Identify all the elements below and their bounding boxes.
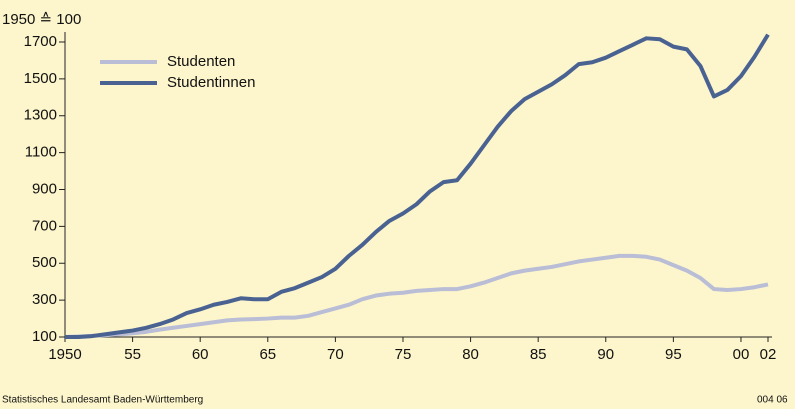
y-tick-label: 900 xyxy=(32,180,57,197)
x-tick-label: 65 xyxy=(259,346,276,363)
x-tick-label: 75 xyxy=(395,346,412,363)
line xyxy=(64,253,769,339)
y-tick-label: 1700 xyxy=(24,33,57,50)
y-tick-label: 1300 xyxy=(24,107,57,124)
y-tick-label: 1500 xyxy=(24,70,57,87)
y-tick-label: 700 xyxy=(32,217,57,234)
x-tick-label: 60 xyxy=(192,346,209,363)
y-tick-label: 1100 xyxy=(25,144,57,161)
y-tick-label: 300 xyxy=(32,291,57,308)
x-tick-label: 00 xyxy=(733,346,750,363)
x-tick-label: 1950 xyxy=(48,346,81,363)
x-tick-label: 70 xyxy=(327,346,344,363)
x-tick-label: 55 xyxy=(124,346,141,363)
x-tick-label: 85 xyxy=(530,346,547,363)
y-axis-label: 1950 ≙ 100 xyxy=(2,11,81,28)
x-tick-label: 02 xyxy=(760,346,777,363)
code: 004 06 xyxy=(757,395,788,406)
x-tick-label: 90 xyxy=(597,346,614,363)
legend-label: Studentinnen xyxy=(167,74,255,91)
x-tick-label: 80 xyxy=(462,346,479,363)
y-tick-label: 100 xyxy=(32,328,57,345)
legend-label: Studenten xyxy=(167,53,235,70)
y-tick-label: 500 xyxy=(32,254,57,271)
x-tick-label: 95 xyxy=(665,346,682,363)
source: Statistisches Landesamt Baden-Württember… xyxy=(2,395,203,406)
line xyxy=(65,33,770,339)
